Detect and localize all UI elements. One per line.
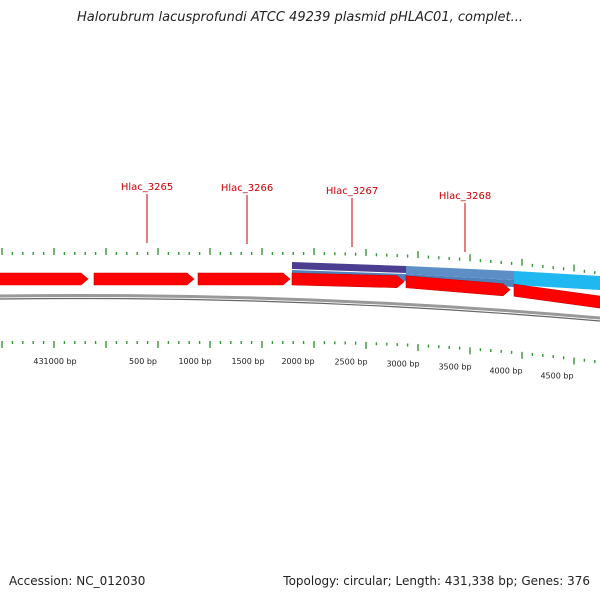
scale-label: 2500 bp: [334, 358, 367, 367]
gene-label[interactable]: Hlac_3268: [439, 191, 491, 202]
scale-label: 4500 bp: [540, 372, 573, 381]
gene-arrow[interactable]: [513, 283, 600, 309]
scale-label: 3500 bp: [438, 362, 471, 371]
scale-label: 4000 bp: [489, 366, 522, 375]
feature-bar-dark[interactable]: [292, 262, 406, 273]
accession-text: Accession: NC_012030: [9, 574, 146, 588]
feature-bar-blue-upper[interactable]: [406, 266, 514, 280]
gene-label[interactable]: Hlac_3267: [326, 186, 378, 197]
gene-track: [0, 272, 600, 309]
scale-label: 431000 bp: [33, 357, 76, 366]
scale-labels: 431000 bp 500 bp 1000 bp 1500 bp 2000 bp 2500…: [33, 357, 573, 381]
map-title: Halorubrum lacusprofundi ATCC 49239 plas…: [77, 10, 523, 25]
gene-arrow[interactable]: [405, 275, 511, 297]
gene-arrow[interactable]: [0, 272, 89, 286]
gene-arrow[interactable]: [93, 272, 195, 286]
scale-label: 3000 bp: [386, 359, 419, 368]
gene-callouts: Hlac_3265 Hlac_3266 Hlac_3267 Hlac_3268: [121, 182, 491, 252]
scale-label: 1000 bp: [178, 357, 211, 366]
top-tick-marks: [1, 248, 596, 275]
gene-label[interactable]: Hlac_3265: [121, 182, 173, 193]
scale-label: 500 bp: [129, 357, 157, 366]
summary-text: Topology: circular; Length: 431,338 bp; …: [283, 574, 590, 588]
backbone-outer: [0, 293, 600, 320]
gene-arrow[interactable]: [197, 272, 291, 286]
bottom-tick-marks: [1, 341, 596, 365]
feature-bar-lightblue[interactable]: [514, 271, 600, 290]
backbone-inner: [0, 297, 600, 322]
gene-arrow[interactable]: [291, 272, 405, 288]
gene-label[interactable]: Hlac_3266: [221, 183, 273, 194]
scale-label: 1500 bp: [231, 357, 264, 366]
scale-label: 2000 bp: [281, 357, 314, 366]
